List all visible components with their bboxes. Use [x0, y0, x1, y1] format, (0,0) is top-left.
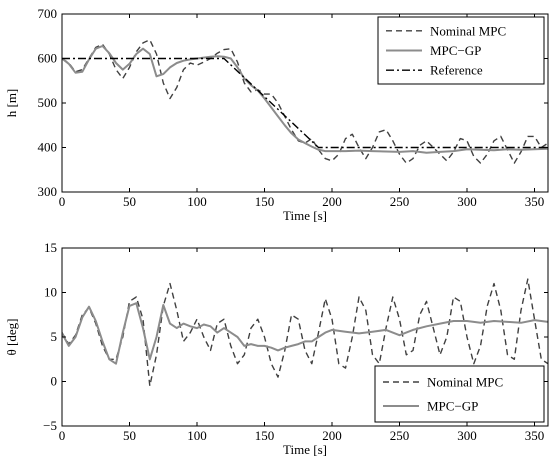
pitch-y-axis-label: θ [deg]	[4, 319, 19, 356]
series-line-mpc-gp	[62, 302, 548, 365]
y-tick-label: 15	[44, 240, 57, 255]
y-tick-label: 600	[38, 51, 58, 66]
x-tick-label: 350	[525, 428, 545, 443]
series-line-mpc-gp	[62, 45, 548, 154]
y-tick-label: 0	[51, 374, 58, 389]
legend-label-mpc-gp: MPC−GP	[427, 399, 478, 414]
pitch-legend: Nominal MPC MPC−GP	[374, 365, 545, 423]
x-tick-label: 0	[59, 194, 66, 209]
x-tick-label: 350	[525, 194, 545, 209]
x-tick-label: 150	[255, 194, 275, 209]
y-tick-label: 300	[38, 184, 58, 199]
y-tick-label: 5	[51, 329, 58, 344]
x-tick-label: 150	[255, 428, 275, 443]
altitude-plot: 0 50 100 150 200 250 300 350 300 400 500 600 700 Tim…	[4, 6, 549, 223]
x-tick-label: 300	[457, 428, 477, 443]
x-tick-label: 300	[457, 194, 477, 209]
x-tick-label: 100	[187, 194, 207, 209]
y-tick-label: 10	[44, 285, 57, 300]
x-tick-label: 0	[59, 428, 66, 443]
altitude-series-layer	[62, 39, 548, 164]
altitude-y-axis-label: h [m]	[4, 89, 19, 118]
x-tick-label: 100	[187, 428, 207, 443]
x-tick-label: 250	[390, 194, 410, 209]
series-line-nominal-mpc	[62, 39, 548, 164]
legend-label-nominal-mpc: Nominal MPC	[430, 23, 506, 38]
legend-label-reference: Reference	[430, 63, 483, 78]
y-tick-label: 500	[38, 95, 58, 110]
altitude-legend: Nominal MPC MPC−GP Reference	[377, 16, 545, 85]
series-line-nominal-mpc	[62, 278, 548, 387]
x-tick-label: 50	[123, 194, 136, 209]
pitch-legend-box	[374, 365, 545, 423]
pitch-x-axis-label: Time [s]	[283, 442, 327, 457]
altitude-tick-layer: 0 50 100 150 200 250 300 350 300 400 500 600 700	[38, 6, 548, 209]
legend-label-mpc-gp: MPC−GP	[430, 43, 481, 58]
x-tick-label: 250	[390, 428, 410, 443]
altitude-x-axis-label: Time [s]	[283, 208, 327, 223]
series-line-reference	[62, 57, 548, 149]
legend-label-nominal-mpc: Nominal MPC	[427, 375, 503, 390]
x-tick-label: 200	[322, 428, 342, 443]
x-tick-label: 50	[123, 428, 136, 443]
pitch-series-layer	[62, 278, 548, 387]
y-tick-label: 400	[38, 140, 58, 155]
y-tick-label: 700	[38, 6, 58, 21]
y-tick-label: −5	[43, 418, 57, 433]
x-tick-label: 200	[322, 194, 342, 209]
